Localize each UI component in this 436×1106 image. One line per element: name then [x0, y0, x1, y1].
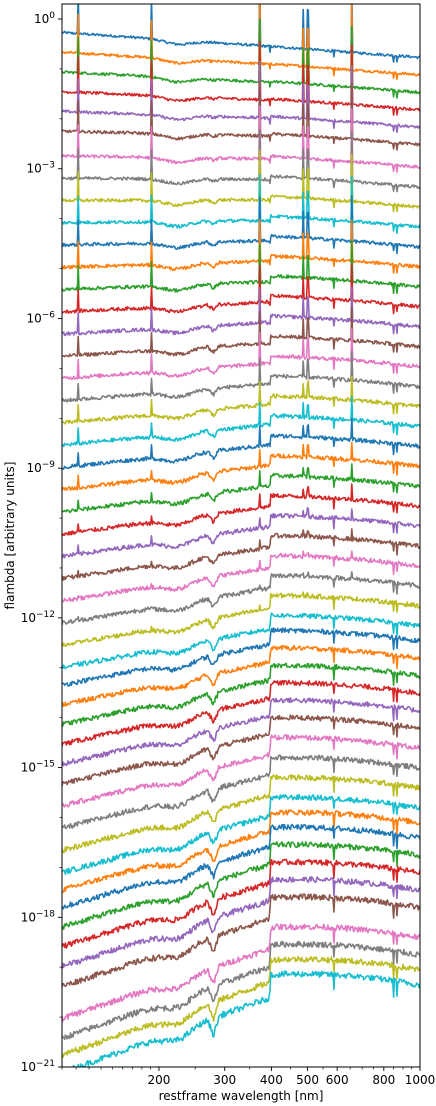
x-axis-label: restframe wavelength [nm]	[159, 1089, 324, 1103]
spectrum-line	[62, 286, 420, 337]
spectrum-line	[62, 875, 420, 970]
spectrum-line	[62, 955, 420, 1058]
spectrum-line	[62, 174, 420, 235]
spectrum-line	[62, 841, 420, 930]
x-tick-label: 800	[372, 1073, 395, 1087]
plot-frame	[61, 3, 421, 1068]
x-tick-label: 200	[148, 1073, 171, 1087]
y-tick-label: 10−18	[21, 909, 56, 924]
spectrum-line	[62, 506, 420, 559]
spectrum-line	[62, 858, 420, 949]
y-tick-label: 10−12	[21, 610, 55, 625]
spectrum-line	[62, 441, 420, 491]
spectrum-line	[62, 697, 420, 767]
spectrum-line	[62, 463, 420, 514]
spectrum-line	[62, 306, 420, 358]
spectrum-line	[62, 395, 420, 448]
spectrum-line	[62, 149, 420, 213]
spectrum-line	[62, 528, 420, 581]
y-tick-label: 10−3	[26, 161, 55, 176]
spectrum-line	[62, 327, 420, 381]
x-tick-label: 500	[296, 1073, 319, 1087]
spectrum-line	[62, 40, 420, 116]
spectrum-line	[62, 734, 420, 808]
y-tick-label: 10−21	[21, 1059, 55, 1074]
y-tick-label: 10−15	[21, 760, 55, 775]
spectrum-line	[62, 940, 420, 1041]
spectrum-line	[62, 754, 420, 830]
spectrum-line	[62, 239, 420, 295]
x-axis: 200 300 400 500 600 800 1000	[61, 1067, 436, 1087]
y-tick-label: 10−6	[26, 310, 55, 325]
spectrum-line	[62, 60, 420, 133]
spectrum-line	[62, 627, 420, 687]
spectrum-line	[62, 375, 420, 425]
x-tick-label: 300	[213, 1073, 236, 1087]
spectrum-line	[62, 662, 420, 728]
y-axis: 100 10−3 10−6 10−9 10−12 10−15 10−18 10−21	[21, 11, 62, 1074]
x-tick-label: 400	[260, 1073, 283, 1087]
spectrum-line	[62, 793, 420, 876]
spectrum-line	[62, 263, 420, 315]
spectrum-line	[62, 571, 420, 626]
spectrum-line	[62, 774, 420, 854]
x-tick-label: 600	[326, 1073, 349, 1087]
spectrum-line	[62, 591, 420, 648]
series-layer	[62, 4, 420, 1067]
spectrum-line	[62, 923, 420, 1022]
spectrum-line	[62, 714, 420, 787]
x-tick-label: 1000	[405, 1073, 436, 1087]
spectrum-line	[62, 4, 420, 80]
spectrum-line	[62, 893, 420, 988]
y-axis-label: flambda [arbitrary units]	[3, 462, 17, 610]
spectrum-line	[62, 612, 420, 670]
spectrum-line	[62, 129, 420, 193]
spectrum-line	[62, 18, 420, 99]
spectrum-line	[62, 350, 420, 403]
spectrum-line	[62, 679, 420, 747]
spectrum-line	[62, 105, 420, 173]
spectrum-line	[62, 483, 420, 537]
spectrum-line	[62, 644, 420, 708]
spectrum-line	[62, 195, 420, 255]
spectrum-line	[62, 550, 420, 603]
spectrum-line	[62, 809, 420, 893]
spectrum-line	[62, 4, 420, 63]
spectrum-line	[62, 218, 420, 274]
spectrum-line	[62, 417, 420, 471]
y-tick-label: 100	[34, 11, 55, 26]
spectrum-line	[71, 970, 420, 1067]
spectrum-line	[62, 823, 420, 910]
spectrum-line	[62, 81, 420, 151]
y-tick-label: 10−9	[26, 460, 55, 475]
